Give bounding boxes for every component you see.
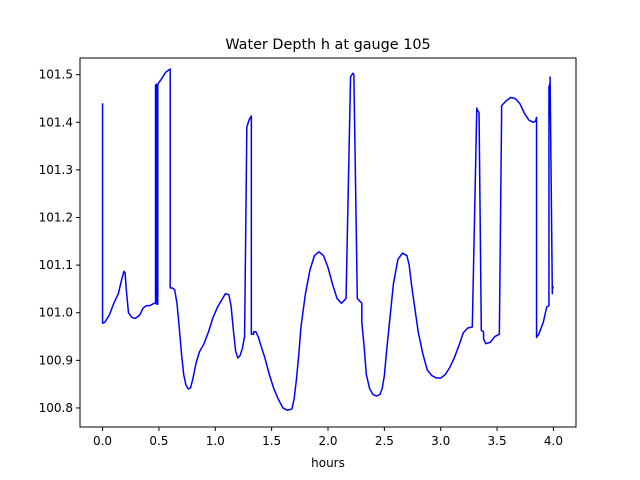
x-tick-label: 2.5 <box>375 434 394 448</box>
x-tick-label: 3.0 <box>431 434 450 448</box>
x-tick-label: 1.5 <box>262 434 281 448</box>
x-tick-label: 4.0 <box>544 434 563 448</box>
x-tick-label: 2.0 <box>318 434 337 448</box>
x-tick-label: 3.5 <box>488 434 507 448</box>
x-tick-label: 0.5 <box>149 434 168 448</box>
y-tick-label: 100.8 <box>39 401 73 415</box>
x-tick-label: 0.0 <box>93 434 112 448</box>
x-tick-label: 1.0 <box>206 434 225 448</box>
axes-frame <box>79 57 577 428</box>
plot-layer <box>101 68 555 412</box>
y-tick-label: 101.4 <box>39 115 73 129</box>
y-tick-label: 101.1 <box>39 258 73 272</box>
y-tick-label: 101.5 <box>39 68 73 82</box>
y-tick-label: 100.9 <box>39 353 73 367</box>
y-tick-label: 101.3 <box>39 163 73 177</box>
tick-layer: 0.0 0.5 1.0 1.5 2.0 2.5 3.0 3.5 4.0 100.8 100.9 101… <box>39 68 563 448</box>
y-tick-label: 101.2 <box>39 211 73 225</box>
chart-title: Water Depth h at gauge 105 <box>225 37 430 53</box>
x-axis-label: hours <box>311 456 345 470</box>
series-line-0 <box>101 68 555 412</box>
y-tick-label: 101.0 <box>39 306 73 320</box>
